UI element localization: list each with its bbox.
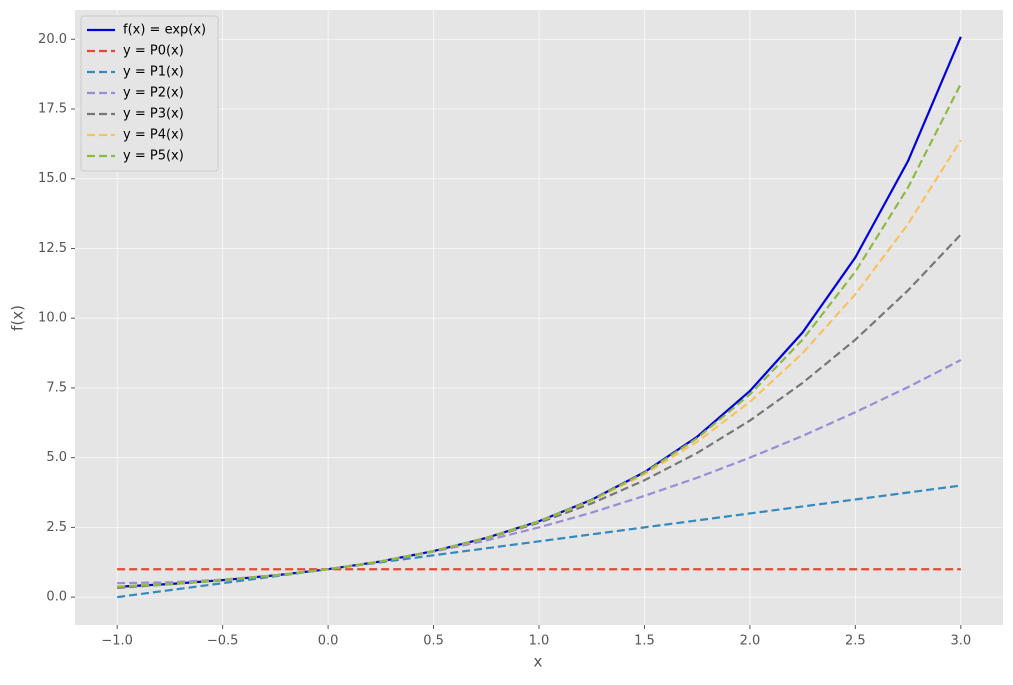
series-line [117, 83, 962, 588]
legend-box [80, 15, 219, 172]
y-axis-label: f(x) [9, 305, 27, 331]
legend-label: y = P2(x) [123, 86, 184, 101]
y-tick-label: 17.5 [38, 102, 67, 117]
y-tick-label: 15.0 [38, 171, 67, 186]
x-tick-label: −0.5 [207, 634, 239, 649]
x-tick-label: 0.5 [423, 634, 444, 649]
series-line [117, 139, 962, 588]
x-axis-label: x [534, 653, 543, 671]
y-tick-label: 0.0 [46, 590, 67, 605]
legend-label: f(x) = exp(x) [123, 23, 206, 38]
x-tick-label: 1.0 [529, 634, 550, 649]
series-line [117, 484, 961, 599]
legend-label: y = P0(x) [123, 44, 184, 59]
series-line [117, 36, 962, 588]
series-line [117, 233, 962, 590]
y-tick-label: 5.0 [46, 450, 67, 465]
x-tick-label: 0.0 [318, 634, 339, 649]
legend-label: y = P1(x) [123, 65, 184, 80]
legend-label: y = P3(x) [123, 107, 184, 122]
x-tick-label: 3.0 [950, 634, 971, 649]
y-tick-label: 10.0 [38, 311, 67, 326]
y-tick-label: 2.5 [46, 520, 67, 535]
y-tick-label: 12.5 [38, 241, 67, 256]
x-tick-label: 1.5 [634, 634, 655, 649]
y-tick-label: 7.5 [46, 380, 67, 395]
y-tick-label: 20.0 [38, 32, 67, 47]
x-tick-label: 2.0 [740, 634, 761, 649]
legend: f(x) = exp(x) y = P0(x) y = P1(x) y = P2(x)… [80, 15, 219, 172]
x-tick-label: 2.5 [845, 634, 866, 649]
series-line [117, 359, 962, 585]
legend-label: y = P5(x) [123, 149, 184, 164]
x-tick-label: −1.0 [101, 634, 133, 649]
legend-label: y = P4(x) [123, 128, 184, 143]
